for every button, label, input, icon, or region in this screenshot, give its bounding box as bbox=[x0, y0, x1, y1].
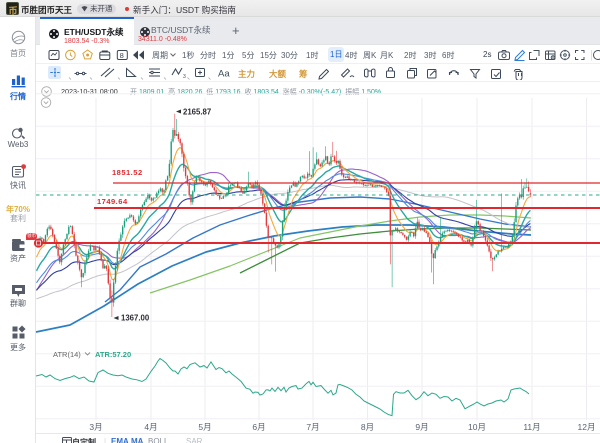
svg-text:6月: 6月 bbox=[252, 422, 265, 432]
svg-text:ATR(14): ATR(14) bbox=[53, 350, 81, 359]
svg-text:Aa: Aa bbox=[218, 69, 230, 80]
svg-text:12月: 12月 bbox=[578, 422, 596, 432]
svg-text:2165.87: 2165.87 bbox=[183, 108, 211, 117]
svg-text:ATR:57.20: ATR:57.20 bbox=[95, 350, 131, 359]
svg-text:4月: 4月 bbox=[144, 422, 157, 432]
svg-text:1749.64: 1749.64 bbox=[97, 197, 128, 206]
svg-text:8: 8 bbox=[120, 51, 124, 60]
svg-text:5月: 5月 bbox=[198, 422, 211, 432]
svg-text:1367.00: 1367.00 bbox=[121, 314, 150, 323]
svg-text:1851.52: 1851.52 bbox=[112, 168, 143, 177]
svg-text:3: 3 bbox=[183, 74, 186, 80]
svg-text:8月: 8月 bbox=[361, 422, 374, 432]
svg-text:10月: 10月 bbox=[468, 422, 486, 432]
svg-text:3月: 3月 bbox=[89, 422, 102, 432]
svg-text:7月: 7月 bbox=[306, 422, 319, 432]
svg-text:11月: 11月 bbox=[523, 422, 540, 432]
svg-text:9月: 9月 bbox=[415, 422, 428, 432]
